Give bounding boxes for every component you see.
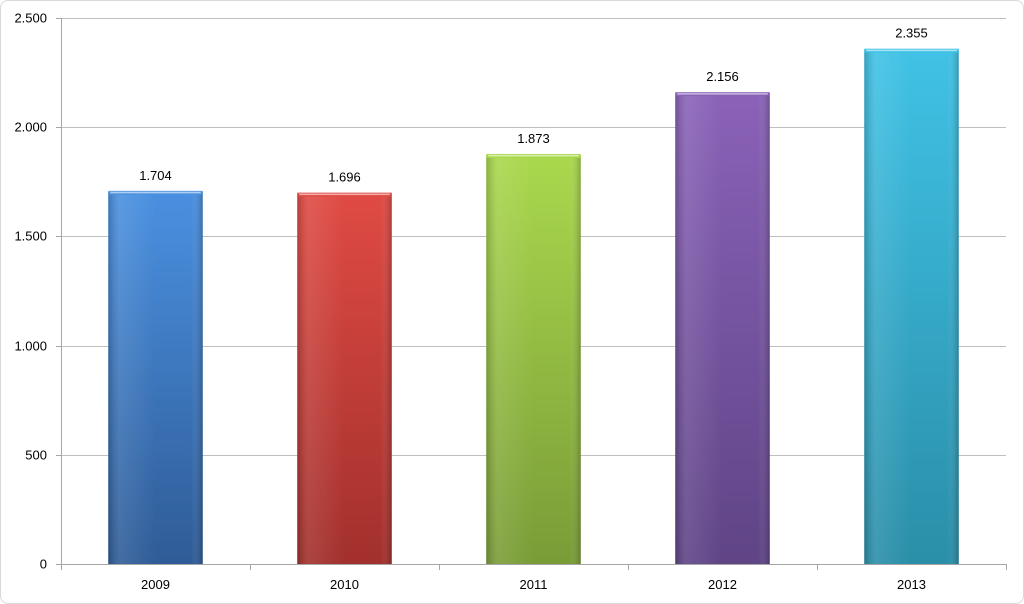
y-tick-label: 1.500 [14,229,47,244]
x-tick-label: 2009 [141,577,170,592]
x-tick-label: 2011 [520,577,548,592]
data-label: 1.873 [517,131,550,146]
axes [56,18,1007,570]
bar-2012 [675,92,770,564]
bar-shading [486,154,581,564]
x-tick-label: 2013 [897,577,926,592]
y-tick-label: 2.000 [14,120,47,135]
data-label: 1.696 [328,170,361,185]
y-tick-label: 2.500 [14,11,47,26]
bar-top-highlight [110,191,201,194]
bar-top-highlight [866,49,957,52]
bar-shading [108,191,203,564]
bar-2009 [108,190,203,564]
bar-top-highlight [677,93,768,95]
x-tick-label: 2010 [330,577,359,592]
bar-2011 [486,153,581,564]
bar-shading [675,93,770,564]
bar-shading [864,49,959,565]
bar-top-highlight [488,154,579,157]
bar-2013 [864,48,959,565]
y-tick-label: 500 [25,448,47,463]
data-label: 2.156 [706,69,739,84]
bar-shading [297,193,392,564]
data-label: 2.355 [895,26,928,41]
labels: 0 500 1.000 1.500 2.000 2.500 1.704 2009 1.696 20… [14,11,927,593]
bar-top-highlight [299,193,390,196]
y-tick-label: 0 [40,557,47,572]
bars [108,48,959,565]
x-tick-label: 2012 [708,577,737,592]
bar-2010 [297,192,392,564]
y-tick-label: 1.000 [14,339,47,354]
data-label: 1.704 [139,168,172,183]
